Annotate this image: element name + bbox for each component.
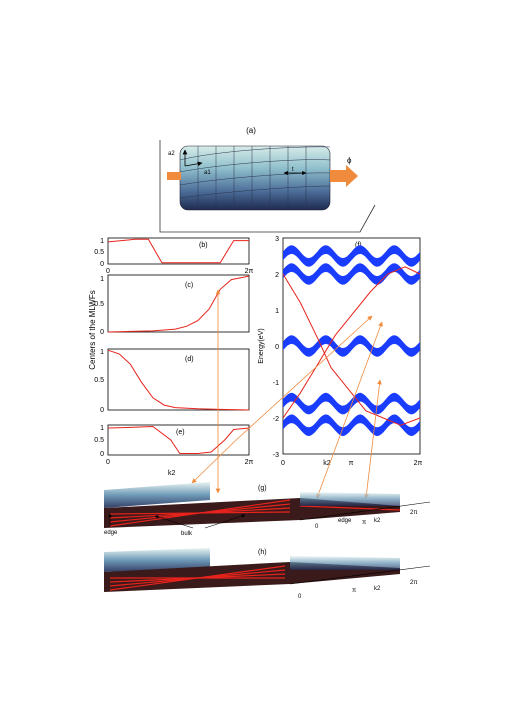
bulk-pointer-1: [154, 515, 194, 529]
surface-h-right-wall: [290, 556, 400, 570]
surface-g-axis: [299, 501, 431, 521]
energy-tick-3: 3: [275, 236, 279, 243]
panel-f: (f) Energy(eV) 3 2 1 0 -1 -2 -3 0 k2 π 2…: [258, 236, 423, 467]
panel-b-x2pi: 2π: [245, 268, 254, 275]
cylinder-grid: [179, 146, 331, 210]
panel-g: (g) k2 edge bulk edge 0 π k2 2π: [104, 470, 431, 537]
surface-g-xk2: k2: [374, 518, 381, 524]
panel-g-label: (g): [258, 485, 267, 492]
surface-g-right-wall: [300, 492, 400, 506]
panel-c-tick-1: 1: [100, 276, 104, 283]
energy-x2pi: 2π: [414, 460, 423, 467]
panel-d-frame: [107, 348, 250, 411]
panel-d-tick-05: 0.5: [94, 377, 104, 384]
phi-label: ϕ: [347, 156, 352, 165]
panel-a: (a) ϕ a2 a1 t: [159, 126, 376, 233]
panel-c-frame: [107, 274, 250, 333]
energy-x0: 0: [281, 460, 285, 467]
surface-g-edge-left: edge: [104, 530, 118, 536]
connector-arrows: [191, 289, 383, 499]
panel-b-curves: [107, 238, 249, 264]
panel-c-series-0: [107, 275, 250, 333]
panel-e-x0: 0: [106, 459, 110, 466]
surface-g-x2pi: 2π: [410, 510, 417, 516]
panel-d-tick-1: 1: [100, 349, 104, 356]
arrow-e-to-g: [191, 441, 235, 484]
panel-b-label: (b): [199, 242, 208, 249]
a2-label: a2: [168, 151, 175, 157]
energy-tick-1: 1: [275, 308, 279, 315]
bulk-band-0: [283, 245, 420, 267]
panel-f-series-1: [282, 266, 421, 419]
surface-g-k2: k2: [168, 470, 176, 477]
arrow-f-to-g-right: [364, 379, 382, 499]
panel-b-x0: 0: [106, 268, 110, 275]
surface-g-x0: 0: [315, 524, 319, 530]
a1-vector: [184, 161, 203, 167]
panel-c-label: (c): [185, 282, 193, 289]
surface-g-back-wall: [104, 482, 210, 508]
panel-d-series-0: [107, 349, 250, 411]
panel-f-label: (f): [355, 242, 362, 249]
surface-g-bulk: bulk: [181, 531, 193, 537]
energy-ylabel: Energy(eV): [258, 328, 265, 363]
panel-d-tick-0: 0: [100, 407, 104, 414]
panel-h: (h) 0 π k2 2π: [104, 548, 431, 600]
surface-h-back-wall: [104, 548, 210, 572]
panel-d-curves: [107, 349, 250, 411]
energy-tick-0: 0: [275, 344, 279, 351]
surface-h-axis: [289, 565, 431, 585]
panel-a-frame: [159, 140, 376, 233]
energy-tick-2: 2: [275, 272, 279, 279]
panel-b-tick-05: 0.5: [94, 249, 104, 256]
panel-b-tick-0: 0: [100, 261, 104, 268]
panel-e-series-0: [107, 425, 250, 454]
panel-e-tick-1: 1: [100, 425, 104, 432]
a1-label: a1: [204, 170, 211, 176]
surface-h-x2pi: 2π: [410, 580, 417, 586]
panel-d-label: (d): [185, 356, 194, 363]
surface-h-stripes: [109, 565, 286, 591]
energy-tick-m3: -3: [273, 452, 279, 459]
flux-arrow-in: [167, 172, 181, 180]
panel-c-curves: [107, 275, 250, 333]
bulk-band-1: [283, 263, 420, 285]
panel-e-curves: [107, 425, 250, 454]
surface-h-x0: 0: [298, 594, 302, 600]
panel-e-label: (e): [176, 429, 185, 436]
surface-g-stripes: [109, 499, 401, 527]
flux-arrow-out: [330, 165, 358, 187]
panel-c-tick-0: 0: [100, 329, 104, 336]
bulk-band-2: [283, 335, 420, 357]
panel-b-frame: [107, 237, 250, 265]
panel-e-tick-0: 0: [100, 451, 104, 458]
panel-e-tick-05: 0.5: [94, 437, 104, 444]
wannier-ylabel: Centers of the MLWFs: [88, 290, 97, 369]
panel-c-tick-05: 0.5: [94, 301, 104, 308]
panel-a-label: (a): [246, 126, 256, 135]
panel-e-frame: [107, 424, 250, 456]
surface-h-xpi: π: [352, 588, 356, 594]
surface-g-edge-right: edge: [338, 518, 352, 524]
bulk-bands: [283, 245, 420, 436]
panel-b-tick-1: 1: [100, 238, 104, 245]
energy-xpi: π: [349, 460, 354, 467]
wannier-panels: Centers of the MLWFs (b) 1 0.5 0 0 2π (c…: [88, 237, 254, 466]
panel-h-label: (h): [258, 549, 267, 556]
panel-b-series-0: [107, 238, 249, 264]
surface-g-xpi: π: [362, 520, 366, 526]
energy-tick-m2: -2: [273, 416, 279, 423]
energy-tick-m1: -1: [273, 380, 279, 387]
t-label: t: [292, 167, 294, 173]
panel-e-x2pi: 2π: [245, 459, 254, 466]
bulk-pointer-2: [204, 514, 246, 529]
surface-h-xk2: k2: [374, 586, 381, 592]
arrow-f-to-g-left: [316, 321, 383, 499]
